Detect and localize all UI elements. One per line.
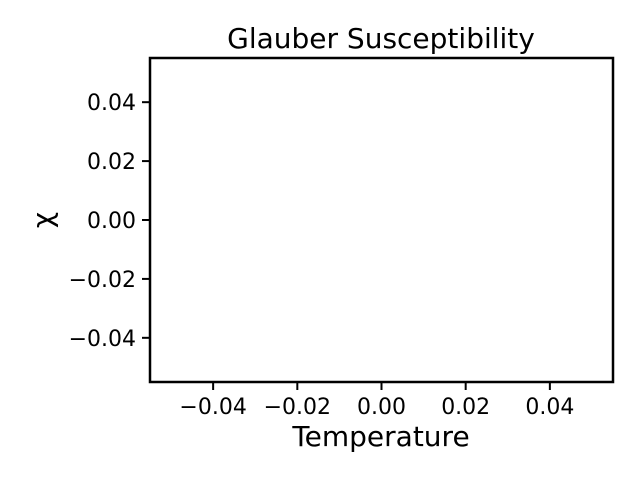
- y-tick-label: 0.00: [87, 209, 136, 234]
- y-tick-label: −0.04: [69, 327, 136, 352]
- plot-area: [148, 56, 615, 384]
- y-tick-label: −0.02: [69, 268, 136, 293]
- y-tick-label: 0.04: [87, 91, 136, 116]
- chart-title: Glauber Susceptibility: [227, 22, 535, 55]
- y-axis-ticks: −0.04 −0.02 0.00 0.02 0.04: [69, 91, 150, 352]
- x-tick-label: 0.02: [441, 395, 490, 420]
- x-tick-label: 0.04: [525, 395, 574, 420]
- y-tick-label: 0.02: [87, 150, 136, 175]
- x-tick-label: −0.04: [179, 395, 246, 420]
- y-axis-label: χ: [26, 212, 59, 228]
- x-tick-label: 0.00: [357, 395, 406, 420]
- x-tick-label: −0.02: [264, 395, 331, 420]
- x-axis-label: Temperature: [291, 420, 469, 453]
- x-axis-ticks: −0.04 −0.02 0.00 0.02 0.04: [179, 382, 574, 420]
- axes-frame: [148, 56, 615, 384]
